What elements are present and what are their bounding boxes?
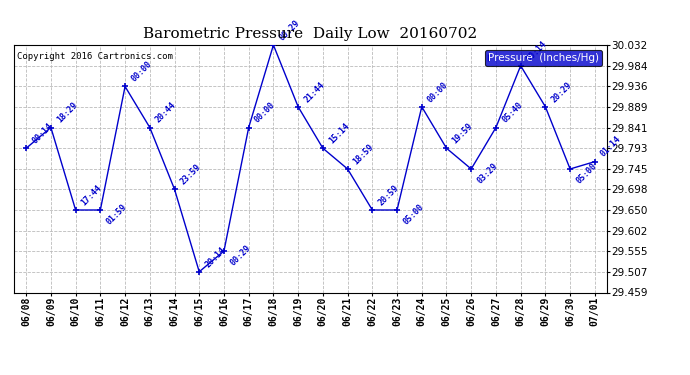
Text: 00:14: 00:14 bbox=[30, 122, 55, 146]
Text: 05:00: 05:00 bbox=[401, 202, 425, 226]
Text: 00:29: 00:29 bbox=[277, 18, 302, 42]
Text: 05:40: 05:40 bbox=[500, 100, 524, 125]
Text: 21:44: 21:44 bbox=[302, 80, 326, 104]
Text: 05:00: 05:00 bbox=[574, 162, 598, 186]
Text: 18:29: 18:29 bbox=[55, 100, 79, 125]
Text: 20:59: 20:59 bbox=[377, 183, 400, 207]
Text: 17:44: 17:44 bbox=[80, 183, 104, 207]
Text: 00:29: 00:29 bbox=[228, 244, 252, 268]
Text: 00:14: 00:14 bbox=[525, 39, 549, 63]
Text: 23:59: 23:59 bbox=[179, 162, 203, 186]
Text: 19:59: 19:59 bbox=[451, 122, 475, 146]
Text: 20:14: 20:14 bbox=[204, 245, 228, 269]
Text: 20:29: 20:29 bbox=[549, 80, 573, 104]
Text: 01:59: 01:59 bbox=[104, 202, 128, 226]
Legend: Pressure  (Inches/Hg): Pressure (Inches/Hg) bbox=[485, 50, 602, 66]
Text: 18:59: 18:59 bbox=[352, 142, 376, 166]
Text: Copyright 2016 Cartronics.com: Copyright 2016 Cartronics.com bbox=[17, 53, 172, 62]
Title: Barometric Pressure  Daily Low  20160702: Barometric Pressure Daily Low 20160702 bbox=[144, 27, 477, 41]
Text: 00:00: 00:00 bbox=[253, 100, 277, 125]
Text: 01:14: 01:14 bbox=[599, 135, 623, 159]
Text: 00:00: 00:00 bbox=[426, 80, 450, 104]
Text: 00:00: 00:00 bbox=[129, 60, 153, 84]
Text: 20:44: 20:44 bbox=[154, 100, 178, 125]
Text: 15:14: 15:14 bbox=[327, 122, 351, 146]
Text: 03:29: 03:29 bbox=[475, 162, 500, 186]
